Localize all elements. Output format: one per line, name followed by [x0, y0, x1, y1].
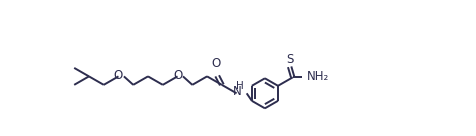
Text: O: O — [114, 69, 123, 83]
Text: H: H — [236, 81, 244, 91]
Text: O: O — [173, 69, 182, 83]
Text: S: S — [286, 53, 293, 66]
Text: NH₂: NH₂ — [307, 70, 329, 83]
Text: O: O — [212, 57, 221, 70]
Text: N: N — [233, 85, 242, 98]
